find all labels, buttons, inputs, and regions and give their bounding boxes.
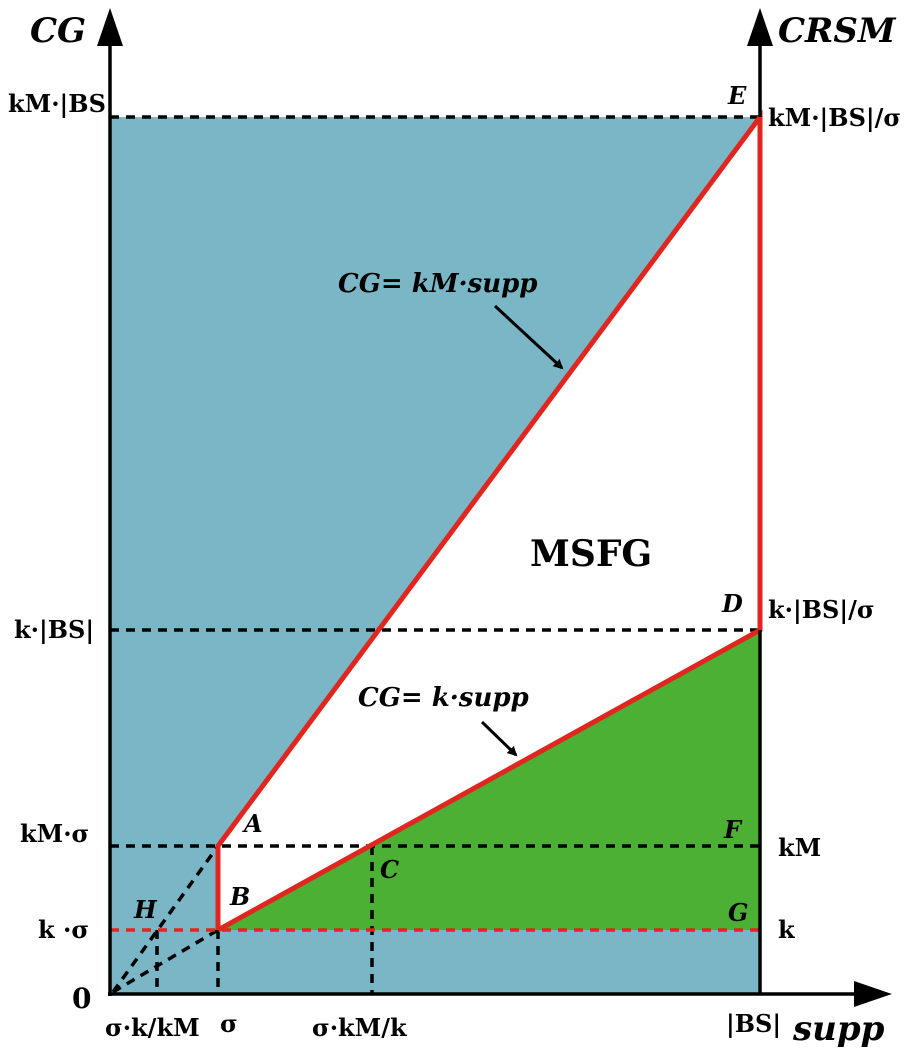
lower-line-equation: CG= k·supp xyxy=(358,683,529,713)
right-axis-title: CRSM xyxy=(778,11,897,51)
left-axis-title: CG xyxy=(30,11,86,51)
right-axis-arrow-icon xyxy=(747,8,773,46)
left-tick-kM-BS: kM·|BS| xyxy=(8,89,115,118)
region-label-msfg: MSFG xyxy=(530,533,652,575)
upper-equation-pointer xyxy=(493,304,564,370)
x-tick-BS: |BS| xyxy=(726,1009,781,1038)
point-label-H: H xyxy=(133,895,158,924)
lower-equation-pointer xyxy=(480,720,518,757)
dashed-line-origin-A xyxy=(111,844,220,994)
point-label-E: E xyxy=(727,81,747,110)
point-label-C: C xyxy=(380,855,399,884)
right-tick-kM-BS-over-sigma: kM·|BS|/σ xyxy=(768,103,901,132)
upper-line-equation: CG= kM·supp xyxy=(338,269,537,299)
right-tick-k: k xyxy=(778,915,796,944)
dashed-line-origin-B xyxy=(112,928,219,994)
bottom-axis-arrow-icon xyxy=(854,981,892,1007)
left-tick-k-BS: k·|BS| xyxy=(14,615,94,644)
point-label-D: D xyxy=(721,589,743,618)
left-tick-k-sigma: k ·σ xyxy=(38,915,89,944)
point-label-A: A xyxy=(242,809,263,838)
left-axis-arrow-icon xyxy=(97,8,123,46)
right-tick-kM: kM xyxy=(778,833,821,862)
msfg-white-region xyxy=(218,117,760,930)
right-tick-k-BS-over-sigma: k·|BS|/σ xyxy=(768,595,875,624)
x-tick-sigma-k-over-kM: σ·k/kM xyxy=(105,1013,200,1042)
origin-label: 0 xyxy=(72,982,91,1015)
point-label-F: F xyxy=(723,815,743,844)
point-label-G: G xyxy=(728,898,749,927)
point-label-B: B xyxy=(229,882,250,911)
x-tick-sigma: σ xyxy=(220,1009,238,1038)
left-tick-kM-sigma: kM·σ xyxy=(20,819,89,848)
bottom-axis-title: supp xyxy=(792,1009,885,1049)
x-tick-sigma-kM-over-k: σ·kM/k xyxy=(312,1013,408,1042)
